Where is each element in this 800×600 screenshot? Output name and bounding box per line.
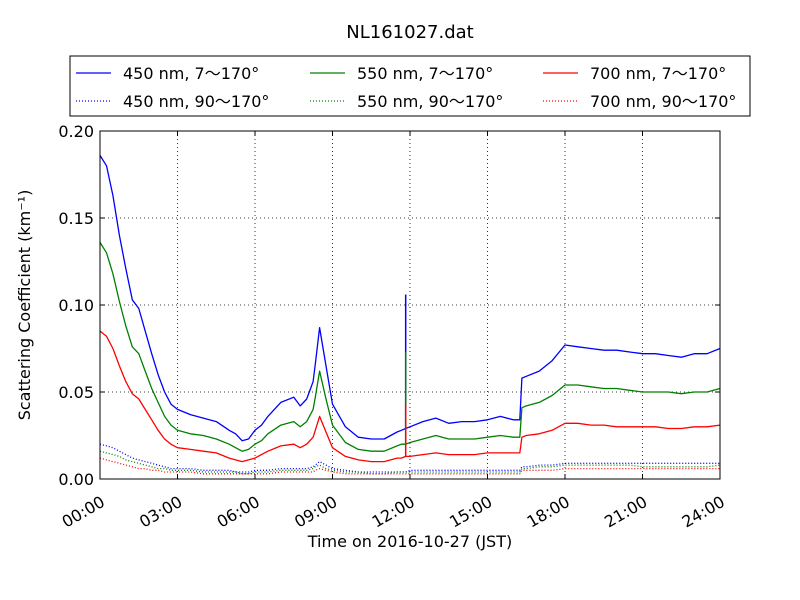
- legend-label: 700 nm, 90～170°: [590, 92, 736, 111]
- legend-label: 700 nm, 7～170°: [590, 64, 726, 83]
- plot-area: 00:00 03:00 06:00 09:00 12:00 15:00 18:00 21:00…: [58, 122, 728, 532]
- legend-label: 450 nm, 90～170°: [123, 92, 269, 111]
- series-line: [99, 155, 721, 442]
- x-tick-label: 24:00: [679, 492, 728, 532]
- y-tick-label: 0.00: [58, 470, 94, 489]
- series-line: [99, 330, 721, 463]
- legend-label: 450 nm, 7～170°: [123, 64, 259, 83]
- x-tick-label: 03:00: [136, 492, 185, 532]
- x-tick-label: 06:00: [214, 492, 263, 532]
- series-line: [99, 457, 720, 475]
- y-tick-label: 0.15: [58, 209, 94, 228]
- legend-label: 550 nm, 90～170°: [357, 92, 503, 111]
- y-tick-label: 0.10: [58, 296, 94, 315]
- y-tick-label: 0.05: [58, 383, 94, 402]
- y-axis-label: Scattering Coefficient (km⁻¹): [15, 190, 34, 421]
- series-line: [99, 450, 721, 475]
- legend-label: 550 nm, 7～170°: [357, 64, 493, 83]
- series-line: [99, 242, 721, 452]
- x-tick-label: 21:00: [601, 492, 650, 532]
- chart-legend: 450 nm, 7～170° 550 nm, 7～170° 700 nm, 7～17…: [69, 55, 751, 117]
- x-tick-label: 00:00: [59, 492, 108, 532]
- x-axis-label: Time on 2016-10-27 (JST): [307, 532, 512, 551]
- x-tick-label: 09:00: [291, 492, 340, 532]
- x-tick-label: 12:00: [369, 492, 418, 532]
- x-tick-label: 15:00: [446, 492, 495, 532]
- series-lines: [99, 155, 721, 475]
- x-tick-label: 18:00: [524, 492, 573, 532]
- chart-title: NL161027.dat: [346, 22, 473, 43]
- series-line: [99, 443, 720, 473]
- y-tick-label: 0.20: [58, 122, 94, 141]
- legend-box: [69, 55, 751, 117]
